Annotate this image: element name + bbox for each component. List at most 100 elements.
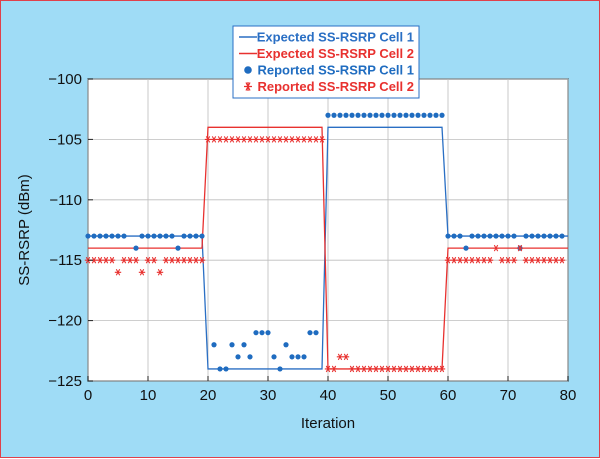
data-point <box>390 365 398 373</box>
data-point <box>174 256 182 264</box>
data-point <box>253 330 259 336</box>
data-point <box>546 256 554 264</box>
legend-item: Reported SS-RSRP Cell 1 <box>244 63 414 78</box>
data-point <box>126 256 134 264</box>
data-point <box>181 233 187 239</box>
legend-label: Expected SS-RSRP Cell 1 <box>257 30 414 45</box>
data-point <box>367 112 373 118</box>
data-point <box>115 233 121 239</box>
data-point <box>330 365 338 373</box>
data-point <box>379 112 385 118</box>
data-point <box>186 256 194 264</box>
data-point <box>433 112 439 118</box>
data-point <box>306 136 314 143</box>
x-tick-label: 10 <box>140 387 157 404</box>
y-tick-label: −105 <box>48 131 82 148</box>
data-point <box>211 342 217 348</box>
data-point <box>241 342 247 348</box>
data-point <box>547 233 553 239</box>
series-layer <box>84 112 568 373</box>
data-point <box>102 256 110 264</box>
x-tick-label: 30 <box>260 387 277 404</box>
data-point <box>180 256 188 264</box>
data-point <box>163 233 169 239</box>
x-tick-label: 50 <box>380 387 397 404</box>
data-point <box>162 256 170 264</box>
x-tick-label: 70 <box>500 387 517 404</box>
data-point <box>121 233 127 239</box>
data-point <box>133 245 139 251</box>
data-point <box>96 256 104 264</box>
series-4 <box>84 136 566 373</box>
data-point <box>325 112 331 118</box>
data-point <box>139 233 145 239</box>
series-line <box>88 126 568 370</box>
data-point <box>312 136 320 143</box>
data-point <box>259 330 265 336</box>
data-point <box>384 365 392 373</box>
data-point <box>456 256 464 264</box>
data-point <box>541 233 547 239</box>
data-point <box>277 366 283 372</box>
data-point <box>144 256 152 264</box>
data-point <box>300 136 308 143</box>
data-point <box>499 233 505 239</box>
y-tick-label: −100 <box>48 71 82 88</box>
data-point <box>271 354 277 360</box>
legend-item: Expected SS-RSRP Cell 1 <box>239 30 414 45</box>
tick-labels: 0 10 20 30 40 50 60 70 80 −100 −105 −110 −115 −120 −12… <box>48 71 576 404</box>
data-point <box>288 136 296 143</box>
data-point <box>156 269 164 276</box>
data-point <box>378 365 386 373</box>
data-point <box>145 233 151 239</box>
data-point <box>511 233 517 239</box>
data-point <box>151 233 157 239</box>
data-point <box>445 233 451 239</box>
data-point <box>295 354 301 360</box>
data-point <box>552 256 560 264</box>
data-point <box>361 112 367 118</box>
data-point <box>462 256 470 264</box>
data-point <box>138 269 146 276</box>
data-point <box>492 244 500 252</box>
data-point <box>240 136 248 143</box>
data-point <box>469 233 475 239</box>
data-point <box>301 354 307 360</box>
data-point <box>150 256 158 264</box>
data-point <box>474 256 482 264</box>
data-point <box>558 256 566 264</box>
data-point <box>397 112 403 118</box>
data-point <box>463 245 469 251</box>
data-point <box>109 233 115 239</box>
data-point <box>97 233 103 239</box>
data-point <box>193 233 199 239</box>
data-point <box>270 136 278 143</box>
data-point <box>252 136 260 143</box>
data-point <box>498 256 506 264</box>
data-point <box>420 365 428 373</box>
data-point <box>234 136 242 143</box>
data-point <box>258 136 266 143</box>
data-point <box>349 112 355 118</box>
data-point <box>487 233 493 239</box>
data-point <box>402 365 410 373</box>
x-tick-label: 0 <box>84 387 92 404</box>
data-point <box>408 365 416 373</box>
data-point <box>373 112 379 118</box>
data-point <box>103 233 109 239</box>
data-point <box>510 256 518 264</box>
legend-box <box>232 25 420 99</box>
data-point <box>132 256 140 264</box>
data-point <box>246 136 254 143</box>
data-point <box>168 256 176 264</box>
data-point <box>289 354 295 360</box>
data-point <box>559 233 565 239</box>
data-point <box>199 233 205 239</box>
data-point <box>438 365 446 373</box>
data-point <box>175 245 181 251</box>
data-point <box>366 365 374 373</box>
data-point <box>523 233 529 239</box>
data-point <box>553 233 559 239</box>
data-point <box>475 233 481 239</box>
